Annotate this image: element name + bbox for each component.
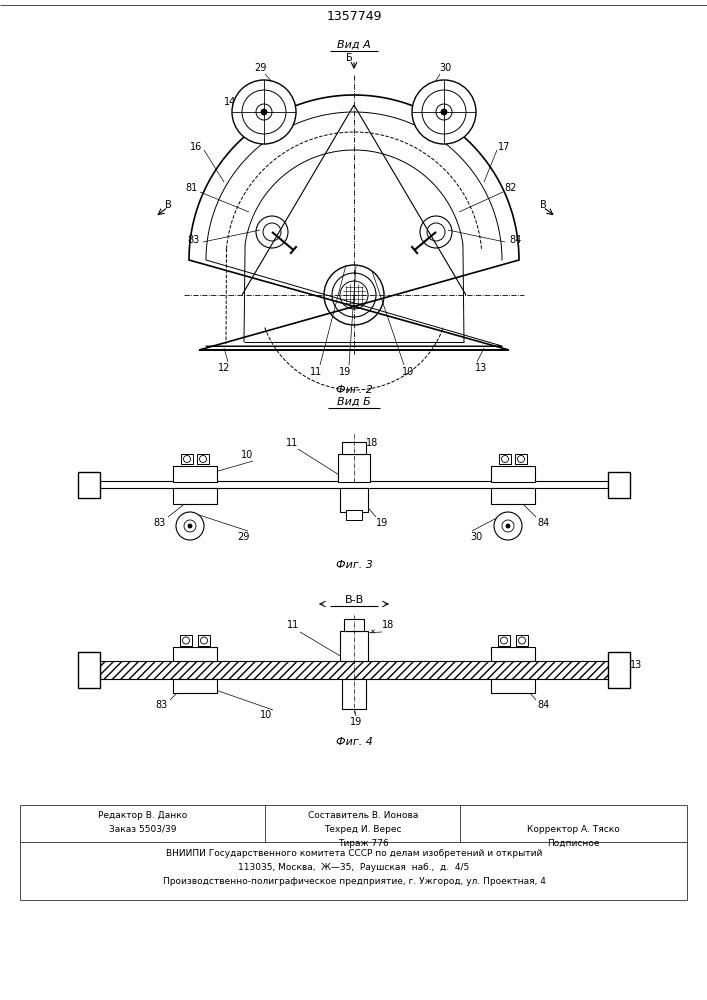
Text: 12: 12 — [82, 475, 94, 485]
Bar — [78, 472, 100, 498]
Text: 83: 83 — [156, 700, 168, 710]
Circle shape — [261, 109, 267, 115]
Bar — [498, 635, 510, 646]
Text: Техред И. Верес: Техред И. Верес — [325, 824, 402, 834]
Circle shape — [176, 512, 204, 540]
Text: Тираж 776: Тираж 776 — [338, 838, 388, 848]
Text: 30: 30 — [439, 63, 451, 73]
Text: Фиг. 3: Фиг. 3 — [336, 560, 373, 570]
Bar — [173, 647, 217, 661]
Text: 19: 19 — [376, 518, 388, 528]
Text: 10: 10 — [260, 710, 272, 720]
Text: 11: 11 — [286, 438, 298, 448]
Text: 10: 10 — [402, 367, 414, 377]
Circle shape — [412, 80, 476, 144]
Text: 84: 84 — [537, 700, 549, 710]
Bar — [346, 510, 362, 520]
Text: 13: 13 — [475, 363, 487, 373]
Bar — [515, 454, 527, 464]
Bar — [78, 652, 100, 688]
Text: 18: 18 — [382, 620, 394, 630]
Text: 19: 19 — [339, 367, 351, 377]
Text: 14: 14 — [224, 97, 236, 107]
Text: В: В — [539, 200, 547, 210]
Bar — [100, 481, 608, 488]
Bar — [338, 454, 370, 482]
Circle shape — [232, 80, 296, 144]
Bar — [516, 635, 528, 646]
Bar — [198, 635, 210, 646]
Circle shape — [506, 524, 510, 528]
Text: 13: 13 — [630, 660, 642, 670]
Bar — [173, 679, 217, 693]
Text: 18: 18 — [366, 438, 378, 448]
Text: 15: 15 — [461, 97, 473, 107]
Bar — [180, 635, 192, 646]
Bar — [342, 679, 366, 709]
Text: 30: 30 — [470, 532, 482, 542]
Bar — [181, 454, 193, 464]
Text: 81: 81 — [186, 183, 198, 193]
Circle shape — [441, 109, 447, 115]
Text: Вид Б: Вид Б — [337, 397, 371, 407]
Text: 12: 12 — [218, 363, 230, 373]
Text: 29: 29 — [237, 532, 249, 542]
Text: Б: Б — [346, 53, 352, 63]
Text: 1357749: 1357749 — [326, 10, 382, 23]
Text: 83: 83 — [187, 235, 199, 245]
Bar — [491, 466, 535, 482]
Text: 12: 12 — [82, 660, 94, 670]
Text: Производственно-полиграфическое предприятие, г. Ужгород, ул. Проектная, 4: Производственно-полиграфическое предприя… — [163, 878, 545, 886]
Text: Заказ 5503/39: Заказ 5503/39 — [110, 824, 177, 834]
Text: Вид А: Вид А — [337, 40, 371, 50]
Text: 82: 82 — [505, 183, 518, 193]
Text: 10: 10 — [241, 450, 253, 460]
Bar — [342, 442, 366, 454]
Text: Редактор В. Данко: Редактор В. Данко — [98, 810, 187, 820]
Text: В-В: В-В — [344, 595, 363, 605]
Bar — [491, 679, 535, 693]
Text: 84: 84 — [537, 518, 549, 528]
Circle shape — [188, 524, 192, 528]
Bar — [340, 488, 368, 512]
Text: 29: 29 — [254, 63, 267, 73]
Bar — [344, 619, 364, 631]
Text: 17: 17 — [498, 142, 510, 152]
Text: 11: 11 — [287, 620, 299, 630]
Text: 16: 16 — [190, 142, 202, 152]
Text: ВНИИПИ Государственного комитета СССР по делам изобретений и открытий: ВНИИПИ Государственного комитета СССР по… — [166, 850, 542, 858]
Circle shape — [494, 512, 522, 540]
Bar — [608, 652, 630, 688]
Text: Корректор А. Тяско: Корректор А. Тяско — [527, 824, 619, 834]
Bar — [491, 488, 535, 504]
Text: ✕: ✕ — [369, 630, 375, 636]
Text: 13: 13 — [620, 475, 632, 485]
Polygon shape — [189, 95, 519, 350]
Text: 113035, Москва,  Ж—35,  Раушская  наб.,  д.  4/5: 113035, Москва, Ж—35, Раушская наб., д. … — [238, 863, 469, 872]
Bar — [499, 454, 511, 464]
Text: Подписное: Подписное — [547, 838, 600, 848]
Bar — [100, 661, 608, 679]
Bar — [491, 647, 535, 661]
Text: Фиг. 4: Фиг. 4 — [336, 737, 373, 747]
Text: Фиг. 2: Фиг. 2 — [336, 385, 373, 395]
Bar — [197, 454, 209, 464]
Bar — [173, 466, 217, 482]
Text: В: В — [165, 200, 171, 210]
Text: 11: 11 — [310, 367, 322, 377]
Bar — [173, 488, 217, 504]
Bar — [340, 631, 368, 661]
Text: 19: 19 — [350, 717, 362, 727]
Text: 83: 83 — [154, 518, 166, 528]
Text: Составитель В. Ионова: Составитель В. Ионова — [308, 810, 418, 820]
Bar — [608, 472, 630, 498]
Text: 84: 84 — [509, 235, 521, 245]
